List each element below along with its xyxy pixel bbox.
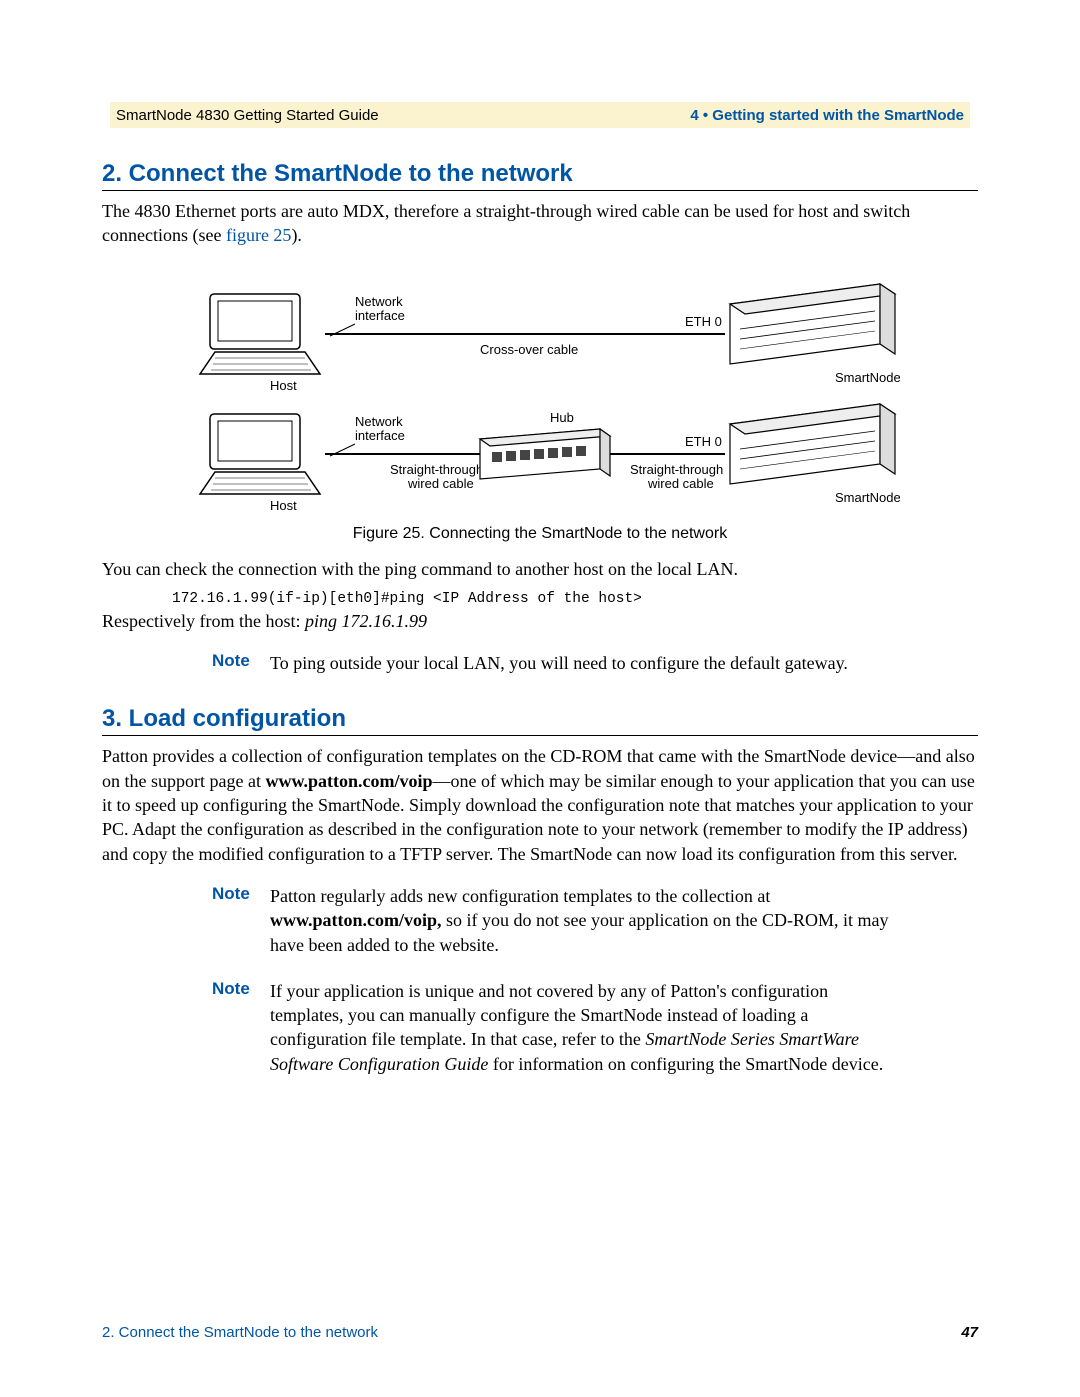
text: The 4830 Ethernet ports are auto MDX, th…: [102, 201, 910, 245]
text: ).: [291, 225, 302, 245]
heading-rule: [102, 190, 978, 191]
note-2: Note Patton regularly adds new configura…: [212, 884, 892, 957]
section-3-p1: Patton provides a collection of configur…: [102, 744, 978, 865]
label-netif-bot2: interface: [355, 428, 405, 443]
text: for information on configuring the Smart…: [488, 1054, 883, 1074]
note-3: Note If your application is unique and n…: [212, 979, 892, 1076]
network-diagram: Network interface Host Cross-over cable …: [180, 274, 900, 514]
page-footer: 2. Connect the SmartNode to the network …: [102, 1324, 978, 1341]
section-2-heading: 2. Connect the SmartNode to the network: [102, 160, 978, 188]
label-netif-bot: Network: [355, 414, 403, 429]
ping-command: 172.16.1.99(if-ip)[eth0]#ping <IP Addres…: [172, 591, 978, 607]
section-2-p1: The 4830 Ethernet ports are auto MDX, th…: [102, 199, 978, 248]
section-2-p2: You can check the connection with the pi…: [102, 557, 978, 581]
note-2-text: Patton regularly adds new configuration …: [270, 884, 892, 957]
section-3-heading: 3. Load configuration: [102, 705, 978, 733]
label-host-top: Host: [270, 378, 297, 393]
label-host-bot: Host: [270, 498, 297, 513]
label-smartnode-top: SmartNode: [835, 370, 900, 385]
smartnode-top: [730, 284, 895, 364]
label-netif-top: Network: [355, 294, 403, 309]
figure-caption: Figure 25. Connecting the SmartNode to t…: [102, 525, 978, 543]
host-laptop-bottom: [200, 414, 320, 494]
label-hub: Hub: [550, 410, 574, 425]
label-straight-right2: wired cable: [647, 476, 714, 491]
page-content: 2. Connect the SmartNode to the network …: [102, 160, 978, 1076]
label-straight-right: Straight-through: [630, 462, 723, 477]
note-label: Note: [212, 651, 270, 675]
note-1: Note To ping outside your local LAN, you…: [212, 651, 892, 675]
hub-device: [480, 429, 610, 479]
label-crossover: Cross-over cable: [480, 342, 578, 357]
text: Respectively from the host:: [102, 611, 305, 631]
host-laptop-top: [200, 294, 320, 374]
figure-25: Network interface Host Cross-over cable …: [102, 274, 978, 519]
label-straight-left: Straight-through: [390, 462, 483, 477]
section-2-p3: Respectively from the host: ping 172.16.…: [102, 609, 978, 633]
url-1: www.patton.com/voip: [265, 771, 432, 791]
smartnode-bottom: [730, 404, 895, 484]
label-smartnode-bot: SmartNode: [835, 490, 900, 505]
heading-rule-2: [102, 735, 978, 736]
runhead-right: 4 • Getting started with the SmartNode: [690, 107, 964, 124]
text: Patton regularly adds new configuration …: [270, 886, 770, 906]
ping-example: ping 172.16.1.99: [305, 611, 427, 631]
page-number: 47: [961, 1324, 978, 1341]
note-label: Note: [212, 884, 270, 957]
figure-link[interactable]: figure 25: [226, 225, 291, 245]
runhead-left: SmartNode 4830 Getting Started Guide: [116, 107, 379, 124]
footer-section: 2. Connect the SmartNode to the network: [102, 1324, 378, 1341]
url-2: www.patton.com/voip,: [270, 910, 442, 930]
label-eth0-bot: ETH 0: [685, 434, 722, 449]
running-header: SmartNode 4830 Getting Started Guide 4 •…: [110, 102, 970, 128]
note-1-text: To ping outside your local LAN, you will…: [270, 651, 848, 675]
label-straight-left2: wired cable: [407, 476, 474, 491]
note-label: Note: [212, 979, 270, 1076]
label-eth0-top: ETH 0: [685, 314, 722, 329]
note-3-text: If your application is unique and not co…: [270, 979, 892, 1076]
label-netif-top2: interface: [355, 308, 405, 323]
